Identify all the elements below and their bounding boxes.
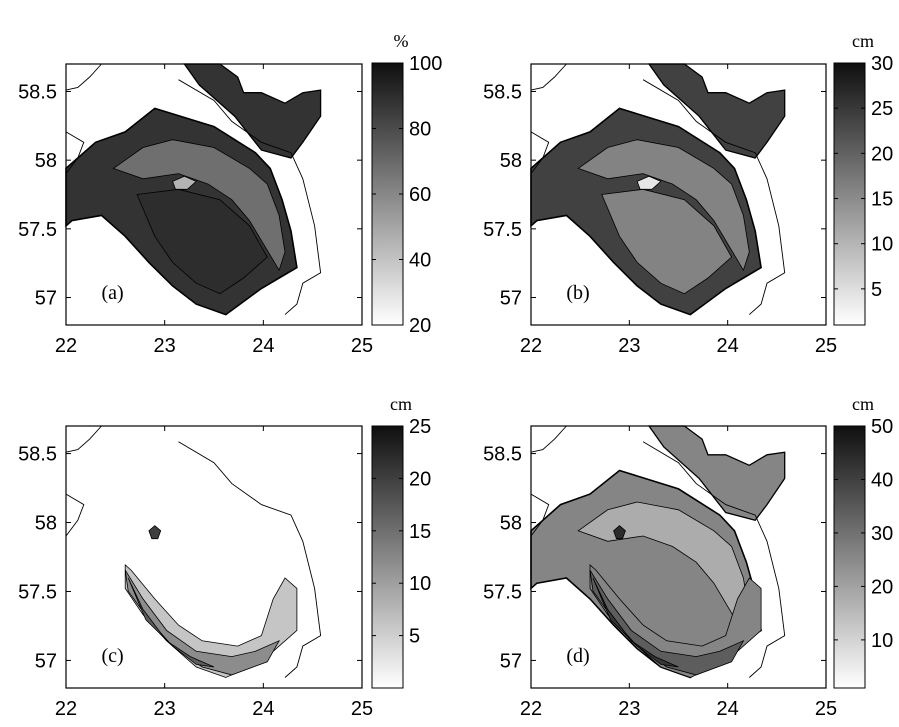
y-tick-label: 58.5	[18, 81, 57, 103]
colorbar-tick-label: 25	[871, 98, 893, 120]
x-tick-label: 25	[351, 698, 373, 720]
plot-frame	[65, 425, 363, 689]
colorbar-tick-label: 5	[871, 279, 882, 301]
x-tick-label: 23	[154, 698, 176, 720]
y-tick-label: 57.5	[18, 581, 57, 603]
y-tick-label: 57.5	[18, 219, 57, 241]
coastline	[65, 63, 102, 91]
contour-region-core	[601, 188, 733, 295]
panel-1: 22 23 24 25 57 57.5 58 58.5 (a) 20 40 60 80 100%	[18, 31, 442, 357]
y-tick-label: 58.5	[483, 81, 522, 103]
colorbar	[833, 425, 866, 689]
y-tick-label: 57	[35, 288, 57, 310]
colorbar-tick-label: 10	[871, 630, 893, 652]
colorbar-unit: cm	[390, 394, 412, 414]
contour-region-hotspot	[613, 525, 626, 540]
x-tick-label: 24	[717, 698, 739, 720]
contour-region-inner	[577, 139, 750, 272]
plot-frame	[65, 63, 363, 326]
colorbar-tick-label: 30	[871, 53, 893, 75]
x-tick-label: 22	[55, 698, 77, 720]
colorbar	[371, 425, 404, 689]
y-tick-label: 57	[500, 650, 522, 672]
panel-label: (d)	[566, 645, 589, 667]
coastline	[65, 131, 85, 174]
panel-label: (a)	[102, 282, 124, 304]
colorbar-tick-label: 20	[871, 143, 893, 165]
contour-region-southband3	[127, 577, 215, 668]
coastline	[642, 79, 786, 315]
coastline	[642, 441, 786, 678]
colorbar-tick-label: 10	[871, 234, 893, 256]
x-tick-label: 24	[717, 335, 739, 357]
colorbar-tick-label: 5	[409, 626, 420, 648]
x-tick-label: 25	[351, 335, 373, 357]
coastline	[530, 493, 550, 537]
contour-region-island	[636, 175, 662, 190]
x-tick-label: 22	[520, 698, 542, 720]
north-basin-region	[647, 425, 786, 522]
contour-region-hotspot	[148, 525, 162, 540]
colorbar-tick-label: 30	[871, 523, 893, 545]
panel-label: (b)	[566, 282, 589, 304]
colorbar-unit: cm	[852, 394, 874, 414]
x-tick-label: 24	[252, 335, 274, 357]
y-tick-label: 58.5	[483, 444, 522, 466]
y-tick-label: 58.5	[18, 444, 57, 466]
plot-frame	[530, 425, 827, 689]
colorbar-tick-label: 15	[409, 521, 431, 543]
x-tick-label: 25	[815, 335, 837, 357]
colorbar-tick-label: 20	[409, 468, 431, 490]
colorbar	[371, 62, 404, 326]
coastline	[530, 63, 567, 91]
x-tick-label: 23	[618, 698, 640, 720]
coastline	[65, 493, 85, 537]
north-basin-region	[647, 63, 786, 159]
colorbar-tick-label: 20	[409, 315, 431, 337]
x-tick-label: 23	[154, 335, 176, 357]
x-tick-label: 22	[55, 335, 77, 357]
y-tick-label: 58	[35, 150, 57, 172]
y-tick-label: 57	[500, 288, 522, 310]
coastline	[530, 131, 550, 174]
coastline	[530, 425, 567, 453]
y-tick-label: 58	[500, 150, 522, 172]
y-tick-label: 57.5	[483, 581, 522, 603]
y-tick-label: 58	[35, 513, 57, 535]
contour-region-inner	[112, 139, 286, 272]
colorbar-tick-label: 40	[409, 250, 431, 272]
colorbar-tick-label: 15	[871, 189, 893, 211]
colorbar-tick-label: 10	[409, 573, 431, 595]
panel-label: (c)	[102, 645, 124, 667]
contour-region-island	[172, 175, 197, 190]
contour-region-southband3	[592, 577, 679, 668]
y-tick-label: 57.5	[483, 219, 522, 241]
x-tick-label: 22	[520, 335, 542, 357]
colorbar-tick-label: 20	[871, 576, 893, 598]
north-basin-region	[183, 63, 322, 159]
colorbar-tick-label: 80	[409, 119, 431, 141]
contour-region-core	[136, 188, 268, 295]
colorbar-tick-label: 50	[871, 416, 893, 438]
coastline	[65, 425, 102, 453]
colorbar-tick-label: 100	[409, 53, 442, 75]
colorbar-tick-label: 25	[409, 416, 431, 438]
colorbar-tick-label: 60	[409, 184, 431, 206]
y-tick-label: 57	[35, 650, 57, 672]
x-tick-label: 23	[618, 335, 640, 357]
coastline	[178, 79, 322, 315]
coastline	[178, 441, 322, 678]
colorbar-unit: cm	[852, 31, 874, 51]
plot-frame	[530, 63, 827, 326]
colorbar-tick-label: 40	[871, 469, 893, 491]
y-tick-label: 58	[500, 513, 522, 535]
colorbar	[833, 62, 866, 326]
colorbar-unit: %	[394, 31, 409, 51]
x-tick-label: 25	[815, 698, 837, 720]
x-tick-label: 24	[252, 698, 274, 720]
